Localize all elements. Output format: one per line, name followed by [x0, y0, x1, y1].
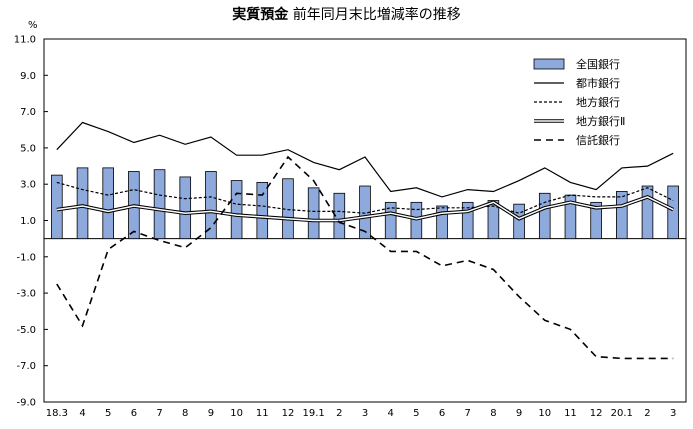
y-unit-label: % — [28, 20, 38, 31]
bar — [205, 171, 217, 240]
x-axis: 18.3 4 5 6 7 8 9 10 11 12 19.1 2 3 4 5 6 7 8 9 10 11 12 20.1 2 3 — [46, 408, 677, 419]
bar — [384, 201, 397, 240]
y-tick-label: 3.0 — [20, 180, 36, 191]
bar — [564, 194, 577, 240]
legend-label: 地方銀行 — [576, 95, 620, 109]
chart-title-bold: 実質預金 — [232, 7, 289, 23]
bar — [102, 167, 114, 240]
x-tick-label: 11 — [256, 408, 269, 419]
y-tick-label: 7.0 — [20, 107, 36, 118]
x-tick-label: 6 — [439, 408, 445, 419]
x-tick-label: 18.3 — [46, 408, 68, 419]
legend-label: 全国銀行 — [576, 57, 620, 71]
y-tick-label: 1.0 — [20, 216, 36, 227]
x-tick-label: 9 — [208, 408, 214, 419]
y-axis: 11.0 9.0 7.0 5.0 3.0 1.0 -1.0 -3.0 -5.0 -7.0 -9.0 — [14, 35, 686, 409]
x-tick-label: 2 — [644, 408, 650, 419]
y-tick-label: 9.0 — [20, 71, 36, 82]
bar — [76, 167, 89, 240]
x-tick-label: 19.1 — [303, 408, 325, 419]
bar — [179, 176, 192, 240]
x-tick-label: 20.1 — [611, 408, 633, 419]
x-tick-label: 11 — [564, 408, 577, 419]
x-tick-label: 5 — [413, 408, 419, 419]
bar — [513, 203, 525, 240]
y-tick-label: -9.0 — [16, 398, 36, 409]
y-tick-label: -3.0 — [16, 289, 36, 300]
x-tick-label: 2 — [336, 408, 342, 419]
chart-title: 実質預金 前年同月末比増減率の推移 — [0, 4, 693, 24]
x-tick-label: 12 — [282, 408, 295, 419]
legend-swatch — [533, 58, 565, 70]
x-tick-label: 8 — [490, 408, 496, 419]
bar — [230, 180, 243, 240]
bar — [256, 181, 269, 240]
y-tick-label: -1.0 — [16, 252, 36, 263]
x-tick-label: 7 — [156, 408, 162, 419]
x-tick-label: 10 — [538, 408, 551, 419]
chart-title-rest: 前年同月末比増減率の推移 — [292, 7, 461, 23]
x-tick-label: 8 — [182, 408, 188, 419]
bar-series — [51, 167, 679, 240]
x-tick-label: 9 — [516, 408, 522, 419]
x-tick-label: 10 — [230, 408, 243, 419]
bar — [538, 192, 551, 240]
x-tick-label: 7 — [465, 408, 471, 419]
bar — [667, 185, 679, 240]
bar — [51, 174, 63, 240]
x-tick-label: 12 — [590, 408, 603, 419]
bar — [461, 201, 474, 240]
line-series — [56, 155, 674, 360]
legend-label: 地方銀行Ⅱ — [576, 114, 625, 128]
y-tick-label: 11.0 — [14, 35, 36, 46]
x-tick-label: 5 — [105, 408, 111, 419]
line-series — [56, 181, 674, 214]
y-tick-label: 5.0 — [20, 143, 36, 154]
x-tick-label: 4 — [79, 408, 85, 419]
bar — [333, 192, 346, 240]
line-series — [56, 121, 674, 360]
legend-label: 信託銀行 — [576, 133, 620, 147]
bar — [307, 187, 320, 240]
legend-label: 都市銀行 — [576, 76, 620, 90]
y-tick-label: -7.0 — [16, 361, 36, 372]
x-tick-label: 6 — [131, 408, 137, 419]
bar — [590, 201, 602, 240]
bar — [436, 205, 448, 240]
bar — [616, 191, 628, 240]
x-tick-label: 3 — [670, 408, 676, 419]
x-tick-label: 3 — [362, 408, 368, 419]
bar — [641, 185, 654, 240]
bar — [153, 169, 166, 240]
line-series — [56, 121, 674, 198]
line-series-inner — [56, 196, 674, 222]
y-tick-label: -5.0 — [16, 325, 36, 336]
x-tick-label: 4 — [387, 408, 393, 419]
